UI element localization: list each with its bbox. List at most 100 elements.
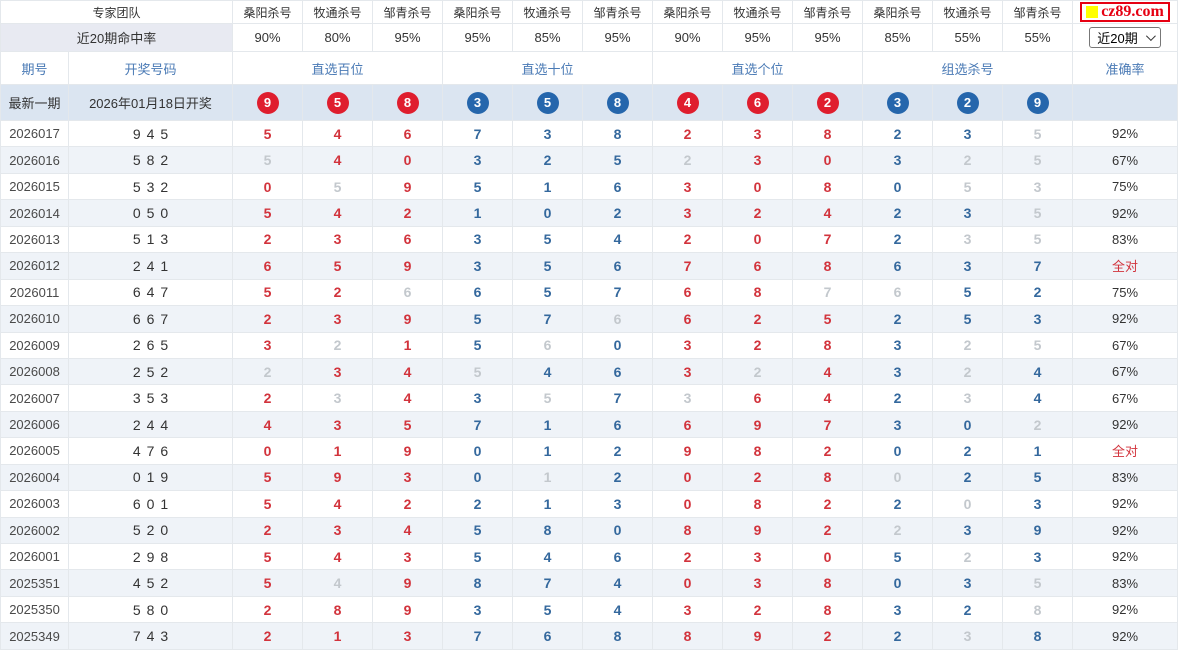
- kill-number-cell: 7: [792, 225, 864, 254]
- kill-number-cell: 5: [442, 331, 514, 359]
- logo-square-icon: [1086, 6, 1099, 18]
- kill-number-cell: 2: [652, 225, 724, 254]
- column-headers-row: 期号 开奖号码 直选百位 直选十位 直选个位 组选杀号 准确率: [0, 51, 1178, 85]
- kill-number-cell: 6: [722, 384, 794, 412]
- latest-draw-row: 最新一期 2026年01月18日开奖 9 5 8 3 5 8 4 6 2 3 2 9: [0, 84, 1178, 121]
- table-row: 2026007 353 2 3 4 3 5 7 3 6 4 2 3 4 67%: [0, 384, 1178, 412]
- expert-header: 牧通杀号: [512, 0, 584, 24]
- kill-number-cell: 2: [932, 463, 1004, 492]
- expert-header: 牧通杀号: [302, 0, 374, 24]
- kill-number-cell: 5: [1002, 569, 1074, 597]
- kill-number-cell: 3: [582, 490, 654, 518]
- accuracy-cell: 83%: [1072, 569, 1178, 597]
- kill-number-cell: 9: [372, 252, 444, 280]
- draw-code-cell: 520: [67, 516, 234, 545]
- latest-accuracy-cell: [1072, 84, 1178, 121]
- kill-number-cell: 4: [302, 542, 374, 571]
- group-header-units: 直选个位: [652, 51, 864, 85]
- kill-number-cell: 0: [652, 490, 724, 518]
- kill-number-cell: 2: [932, 595, 1004, 624]
- kill-number-cell: 3: [652, 384, 724, 412]
- kill-number-cell: 3: [442, 595, 514, 624]
- kill-number-cell: 1: [512, 437, 584, 465]
- accuracy-cell: 92%: [1072, 542, 1178, 571]
- table-row: 2026002 520 2 3 4 5 8 0 8 9 2 2 3 9 92%: [0, 516, 1178, 545]
- kill-number-cell: 3: [652, 199, 724, 227]
- kill-number-cell: 5: [932, 172, 1004, 201]
- table-row: 2026008 252 2 3 4 5 4 6 3 2 4 3 2 4 67%: [0, 357, 1178, 386]
- kill-number-cell: 6: [582, 172, 654, 201]
- hit-rate-cell: 85%: [512, 23, 584, 52]
- kill-number-cell: 5: [232, 278, 304, 307]
- kill-number-cell: 2: [232, 516, 304, 545]
- kill-number-cell: 2: [932, 146, 1004, 174]
- kill-number-cell: 8: [302, 595, 374, 624]
- lottery-ball: 8: [606, 91, 629, 114]
- kill-number-cell: 5: [232, 542, 304, 571]
- hit-rate-cell: 90%: [232, 23, 304, 52]
- table-row: 2026013 513 2 3 6 3 5 4 2 0 7 2 3 5 83%: [0, 225, 1178, 254]
- kill-number-cell: 8: [792, 172, 864, 201]
- table-row: 2026016 582 5 4 0 3 2 5 2 3 0 3 2 5 67%: [0, 146, 1178, 174]
- kill-number-cell: 9: [372, 437, 444, 465]
- draw-code-cell: 241: [67, 252, 234, 280]
- expert-header: 邹青杀号: [582, 0, 654, 24]
- kill-number-cell: 1: [512, 463, 584, 492]
- kill-number-cell: 5: [1002, 331, 1074, 359]
- range-select[interactable]: 近20期: [1089, 27, 1161, 48]
- kill-number-cell: 2: [302, 278, 374, 307]
- kill-number-cell: 2: [232, 622, 304, 650]
- site-logo[interactable]: cz89.com: [1080, 2, 1170, 22]
- latest-ball-cell: 4: [652, 84, 724, 121]
- kill-number-cell: 2: [652, 146, 724, 174]
- kill-number-cell: 5: [302, 252, 374, 280]
- code-column-header: 开奖号码: [67, 51, 234, 85]
- kill-number-cell: 4: [512, 357, 584, 386]
- hit-rate-cell: 55%: [932, 23, 1004, 52]
- kill-number-cell: 1: [302, 622, 374, 650]
- kill-number-cell: 9: [372, 305, 444, 333]
- kill-number-cell: 0: [442, 437, 514, 465]
- kill-number-cell: 2: [862, 384, 934, 412]
- kill-number-cell: 5: [1002, 199, 1074, 227]
- period-cell: 2025350: [0, 595, 69, 624]
- draw-code-cell: 476: [67, 437, 234, 465]
- kill-number-cell: 8: [792, 595, 864, 624]
- period-cell: 2026009: [0, 331, 69, 359]
- kill-number-cell: 4: [582, 569, 654, 597]
- kill-number-cell: 2: [1002, 278, 1074, 307]
- table-row: 2026003 601 5 4 2 2 1 3 0 8 2 2 0 3 92%: [0, 490, 1178, 518]
- accuracy-cell: 92%: [1072, 516, 1178, 545]
- table-row: 2026012 241 6 5 9 3 5 6 7 6 8 6 3 7 全对: [0, 252, 1178, 280]
- hit-rate-label: 近20期命中率: [0, 23, 234, 52]
- kill-number-cell: 0: [372, 146, 444, 174]
- kill-number-cell: 2: [862, 225, 934, 254]
- kill-number-cell: 0: [862, 172, 934, 201]
- lottery-ball: 5: [326, 91, 349, 114]
- kill-number-cell: 1: [512, 490, 584, 518]
- kill-number-cell: 7: [512, 569, 584, 597]
- draw-code-cell: 252: [67, 357, 234, 386]
- draw-code-cell: 532: [67, 172, 234, 201]
- kill-number-cell: 6: [512, 622, 584, 650]
- kill-number-cell: 9: [722, 622, 794, 650]
- kill-number-cell: 4: [372, 516, 444, 545]
- kill-number-cell: 6: [582, 252, 654, 280]
- kill-number-cell: 3: [652, 357, 724, 386]
- lottery-ball: 8: [396, 91, 419, 114]
- kill-number-cell: 6: [652, 410, 724, 439]
- kill-number-cell: 5: [862, 542, 934, 571]
- table-row: 2026017 945 5 4 6 7 3 8 2 3 8 2 3 5 92%: [0, 119, 1178, 148]
- accuracy-cell: 92%: [1072, 622, 1178, 650]
- kill-number-cell: 9: [302, 463, 374, 492]
- kill-number-cell: 8: [792, 252, 864, 280]
- table-row: 2025349 743 2 1 3 7 6 8 8 9 2 2 3 8 92%: [0, 622, 1178, 650]
- kill-number-cell: 1: [302, 437, 374, 465]
- accuracy-cell: 92%: [1072, 410, 1178, 439]
- kill-number-cell: 4: [302, 490, 374, 518]
- kill-number-cell: 0: [862, 569, 934, 597]
- latest-ball-cell: 3: [442, 84, 514, 121]
- kill-number-cell: 5: [1002, 463, 1074, 492]
- accuracy-cell: 75%: [1072, 172, 1178, 201]
- kill-number-cell: 2: [792, 490, 864, 518]
